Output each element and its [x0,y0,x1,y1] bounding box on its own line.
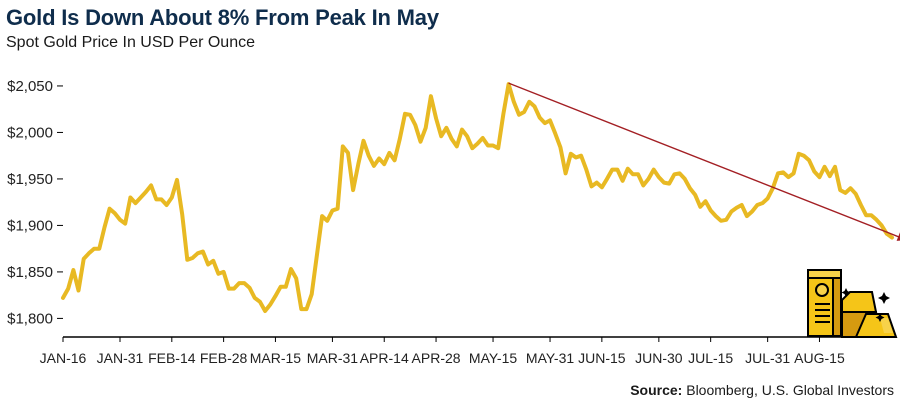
chart-title: Gold Is Down About 8% From Peak In May [6,5,439,30]
x-tick-label: MAR-15 [250,350,302,366]
x-tick-label: MAY-31 [526,350,574,366]
x-tick-label: JAN-16 [40,350,87,366]
downtrend-arrowhead [896,232,900,241]
x-tick-label: FEB-14 [148,350,196,366]
y-axis-ticks: $1,800 $1,850 $1,900 $1,950 $2,000 $2,050 [7,78,63,327]
x-tick-label: AUG-15 [794,350,845,366]
y-tick-label: $1,900 [7,217,53,234]
source-note: Source: Bloomberg, U.S. Global Investors [630,382,894,398]
x-axis-ticks: JAN-16 JAN-31 FEB-14 FEB-28 MAR-15 MAR-31 APR-… [40,337,845,366]
y-tick-label: $1,850 [7,264,53,281]
x-tick-label: MAY-15 [469,350,517,366]
x-tick-label: MAR-31 [307,350,359,366]
x-tick-label: JUN-15 [578,350,626,366]
y-tick-label: $1,950 [7,171,53,188]
x-tick-label: FEB-28 [200,350,248,366]
x-tick-label: APR-28 [412,350,461,366]
y-tick-label: $2,050 [7,78,53,95]
y-tick-label: $1,800 [7,310,53,327]
x-tick-label: JAN-31 [97,350,144,366]
y-tick-label: $2,000 [7,124,53,141]
gold-bars-icon [807,269,898,338]
x-tick-label: JUL-31 [745,350,790,366]
chart-subtitle: Spot Gold Price In USD Per Ounce [6,34,255,51]
x-tick-label: APR-14 [360,350,409,366]
chart-series [61,82,900,313]
downtrend-line [508,82,900,239]
x-tick-label: JUL-15 [688,350,733,366]
gold-price-line [61,82,894,313]
source-text: Bloomberg, U.S. Global Investors [686,382,894,398]
x-tick-label: JUN-30 [635,350,683,366]
source-label: Source: [630,382,683,398]
